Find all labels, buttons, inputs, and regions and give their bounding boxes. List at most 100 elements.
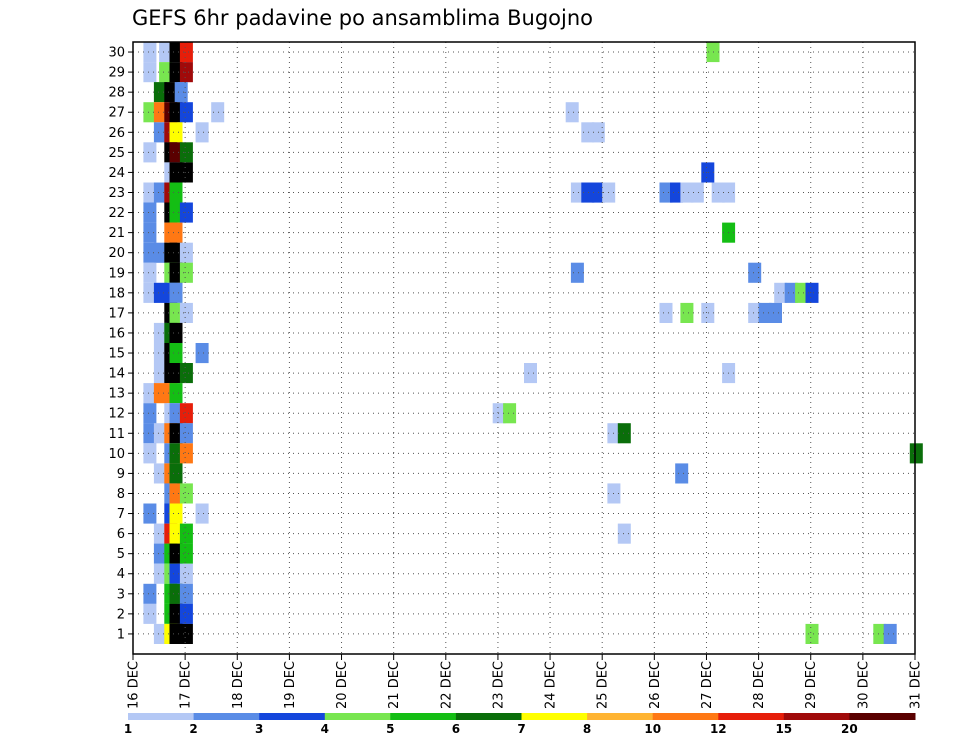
colorbar-segment: [390, 713, 457, 720]
colorbar-segment: [587, 713, 654, 720]
y-tick-label: 12: [108, 407, 125, 422]
x-tick-label: 18 DEC: [231, 661, 246, 709]
precip-cell: [169, 543, 183, 564]
precip-cell: [169, 503, 183, 524]
precip-cell: [143, 182, 157, 203]
y-tick-label: 23: [108, 186, 125, 201]
precip-cell: [143, 443, 157, 464]
precip-cell: [143, 102, 157, 123]
y-tick-label: 5: [117, 547, 125, 562]
precip-cell: [617, 523, 631, 544]
y-tick-label: 8: [117, 487, 125, 502]
precip-cell: [169, 403, 183, 424]
precip-cell: [169, 202, 183, 223]
precip-cell: [211, 102, 225, 123]
precip-cell: [143, 262, 157, 283]
colorbar-segment: [259, 713, 326, 720]
precip-cell: [169, 583, 183, 604]
precip-cell: [179, 483, 193, 504]
precip-cell: [565, 102, 579, 123]
y-tick-label: 4: [117, 567, 125, 582]
precip-cell: [169, 563, 183, 584]
y-tick-label: 27: [108, 106, 125, 121]
precip-cell: [179, 443, 193, 464]
precip-cell: [195, 122, 209, 143]
colorbar-segment: [652, 713, 719, 720]
x-tick-label: 26 DEC: [648, 661, 663, 709]
precip-cell: [153, 182, 167, 203]
precip-cell: [690, 182, 704, 203]
precip-cell: [169, 242, 183, 263]
y-tick-label: 17: [108, 306, 125, 321]
y-tick-label: 18: [108, 286, 125, 301]
precip-cell: [153, 383, 167, 404]
precip-cell: [143, 423, 157, 444]
colorbar: 1 2 3 4 5 6 7 8 10 12 15 20: [124, 713, 916, 736]
precip-cell: [179, 62, 193, 83]
colorbar-label: 4: [321, 722, 329, 736]
precip-cell: [179, 403, 193, 424]
precip-cell: [179, 262, 193, 283]
precip-cell: [169, 302, 183, 323]
precip-cell: [153, 82, 167, 103]
colorbar-segment: [455, 713, 522, 720]
plot-frame: [132, 41, 916, 655]
x-tick-label: 22 DEC: [439, 661, 454, 709]
colorbar-label: 12: [710, 722, 727, 736]
precip-cell: [675, 463, 689, 484]
y-tick-label: 19: [108, 266, 125, 281]
precip-cell: [179, 423, 193, 444]
x-tick-label: 21 DEC: [387, 661, 402, 709]
precip-cell: [143, 503, 157, 524]
precip-cell: [169, 182, 183, 203]
precip-cell: [169, 463, 183, 484]
colorbar-segment: [193, 713, 260, 720]
precip-cell: [153, 242, 167, 263]
precip-cell: [169, 363, 183, 384]
precip-cell: [143, 222, 157, 243]
precip-cell: [680, 302, 694, 323]
colorbar-label: 5: [386, 722, 394, 736]
precip-cell: [701, 302, 715, 323]
precip-cell: [143, 62, 157, 83]
x-tick-label: 30 DEC: [856, 661, 871, 709]
colorbar-label: 8: [583, 722, 591, 736]
precip-cell: [169, 222, 183, 243]
y-tick-label: 29: [108, 66, 125, 81]
colorbar-label: 7: [517, 722, 525, 736]
x-tick-label: 28 DEC: [752, 661, 767, 709]
precip-cell: [153, 322, 167, 343]
precip-cell: [909, 443, 923, 464]
precip-cell: [570, 182, 584, 203]
colorbar-segment: [521, 713, 588, 720]
colorbar-segment: [849, 713, 916, 720]
colorbar-label: 2: [189, 722, 197, 736]
x-tick-label: 27 DEC: [700, 661, 715, 709]
precip-cell: [179, 363, 193, 384]
y-tick-label: 10: [108, 447, 125, 462]
precip-cell: [758, 302, 772, 323]
chart-title: GEFS 6hr padavine po ansamblima Bugojno: [132, 6, 593, 30]
precip-cell: [179, 523, 193, 544]
precip-cell: [179, 142, 193, 163]
precip-cell: [179, 583, 193, 604]
precip-cell: [179, 623, 193, 644]
precip-cell: [179, 162, 193, 183]
cells-layer: [143, 42, 923, 644]
colorbar-label: 15: [775, 722, 792, 736]
colorbar-label: 20: [841, 722, 858, 736]
precip-cell: [503, 403, 517, 424]
precip-cell: [143, 403, 157, 424]
precip-cell: [581, 122, 595, 143]
x-tick-label: 20 DEC: [335, 661, 350, 709]
precip-cell: [153, 463, 167, 484]
precip-cell: [769, 302, 782, 323]
x-tick-label: 17 DEC: [179, 661, 194, 709]
precip-cell: [179, 543, 193, 564]
precip-cell: [153, 563, 167, 584]
precip-cell: [883, 623, 897, 644]
precip-cell: [153, 282, 167, 303]
precip-cell: [169, 262, 183, 283]
precip-cell: [169, 343, 183, 364]
